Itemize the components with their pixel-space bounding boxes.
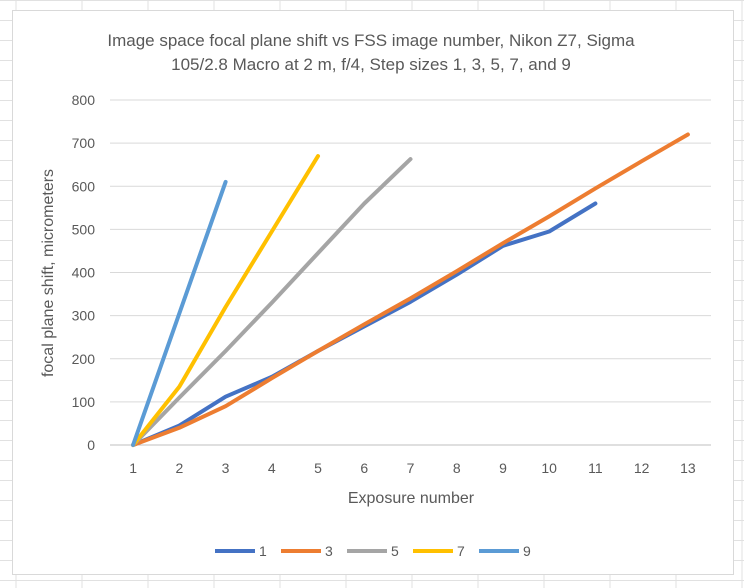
chart-area[interactable]: Image space focal plane shift vs FSS ima… [12, 10, 734, 575]
x-tick-label: 4 [268, 460, 276, 476]
x-tick-label: 10 [541, 460, 557, 476]
x-tick-label: 2 [175, 460, 183, 476]
y-tick-label: 400 [72, 265, 96, 281]
x-tick-label: 9 [499, 460, 507, 476]
legend-label: 1 [259, 543, 267, 559]
gridlines [110, 99, 711, 446]
x-axis-tick-labels: 1 2 3 4 5 6 7 8 9 10 11 12 13 [129, 460, 696, 476]
y-tick-label: 100 [72, 394, 96, 410]
legend-item-5[interactable]: 5 [347, 543, 399, 559]
legend-item-1[interactable]: 1 [215, 543, 267, 559]
y-tick-label: 700 [72, 135, 96, 151]
x-tick-label: 7 [407, 460, 415, 476]
x-tick-label: 6 [360, 460, 368, 476]
chart-title-line-1: Image space focal plane shift vs FSS ima… [107, 31, 635, 50]
x-axis-label: Exposure number [348, 490, 475, 507]
x-tick-label: 3 [222, 460, 230, 476]
chart-title: Image space focal plane shift vs FSS ima… [107, 31, 635, 74]
y-tick-label: 300 [72, 308, 96, 324]
y-tick-label: 500 [72, 221, 96, 237]
legend-label: 7 [457, 543, 465, 559]
x-tick-label: 11 [588, 460, 603, 476]
chart-title-line-2: 105/2.8 Macro at 2 m, f/4, Step sizes 1,… [171, 55, 571, 74]
series-line-9[interactable] [131, 179, 228, 447]
series-lines [131, 132, 690, 447]
x-tick-label: 13 [680, 460, 696, 476]
legend-label: 3 [325, 543, 333, 559]
x-tick-label: 12 [634, 460, 650, 476]
y-tick-label: 600 [72, 178, 96, 194]
legend-item-7[interactable]: 7 [413, 543, 465, 559]
legend-item-9[interactable]: 9 [479, 543, 531, 559]
y-axis-tick-labels: 0 100 200 300 400 500 600 700 800 [72, 92, 96, 453]
x-tick-label: 5 [314, 460, 322, 476]
series-line-7[interactable] [131, 154, 320, 447]
y-tick-label: 200 [72, 351, 96, 367]
y-tick-label: 0 [87, 437, 95, 453]
legend: 1 3 5 7 9 [215, 543, 531, 559]
legend-label: 9 [523, 543, 531, 559]
legend-label: 5 [391, 543, 399, 559]
y-axis-label: focal plane shift, micrometers [40, 169, 57, 377]
series-line-3[interactable] [131, 132, 690, 447]
y-tick-label: 800 [72, 92, 96, 108]
legend-item-3[interactable]: 3 [281, 543, 333, 559]
x-tick-label: 8 [453, 460, 461, 476]
line-chart: Image space focal plane shift vs FSS ima… [40, 31, 711, 559]
x-tick-label: 1 [129, 460, 137, 476]
series-line-5[interactable] [131, 157, 413, 447]
